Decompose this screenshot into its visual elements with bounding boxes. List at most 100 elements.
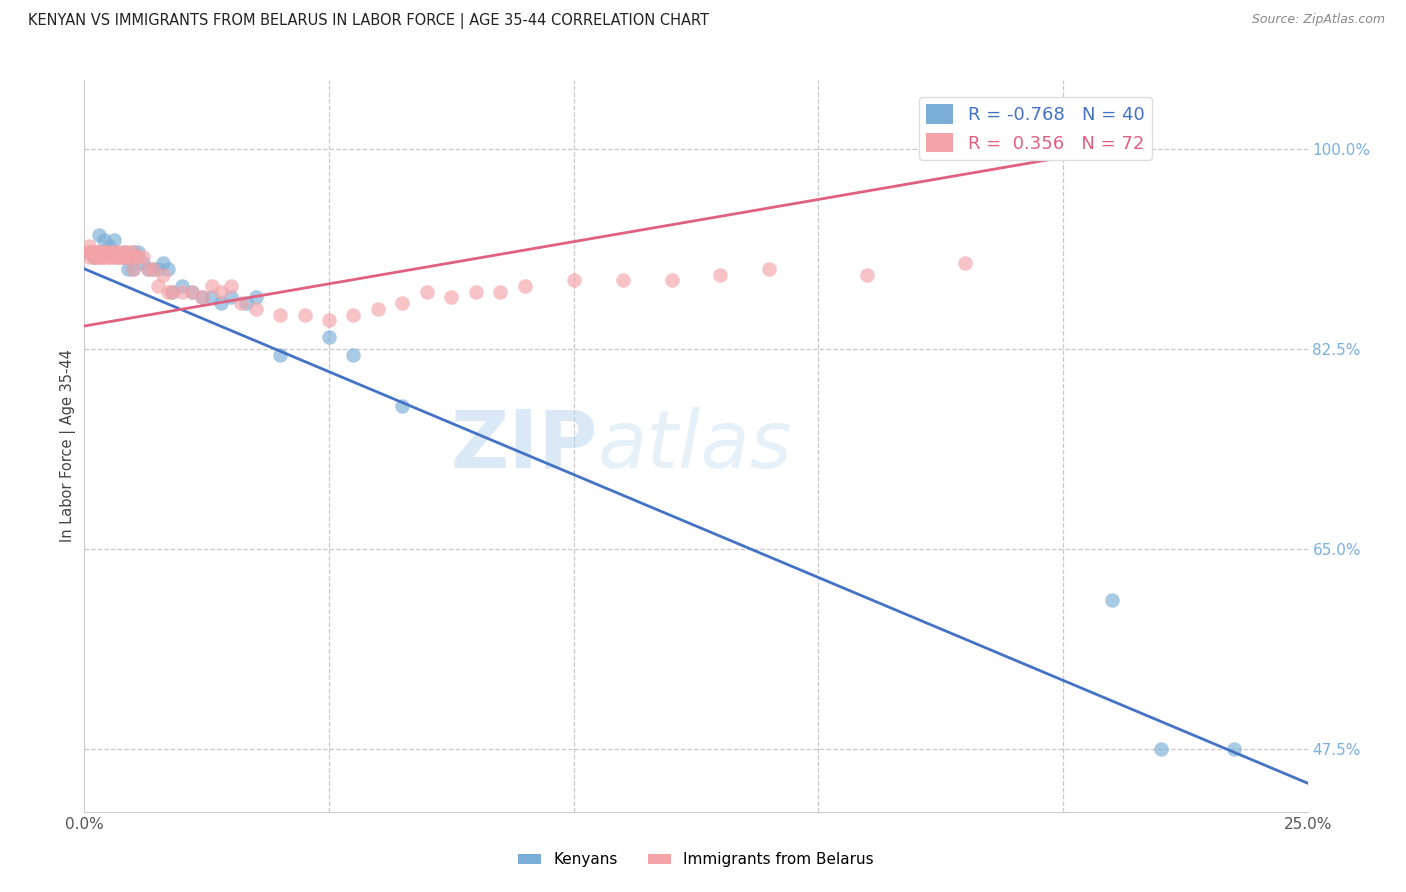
Point [146, 279, 169, 293]
Point [87, 244, 110, 259]
Point [122, 261, 145, 276]
Point [87, 227, 110, 242]
Point [245, 301, 267, 316]
Point [122, 261, 145, 276]
Point [191, 290, 214, 304]
Point [181, 285, 204, 299]
Point [112, 244, 135, 259]
Point [136, 261, 159, 276]
Point [77, 244, 100, 259]
Point [200, 290, 222, 304]
Point [93, 244, 115, 259]
Point [172, 285, 194, 299]
Point [87, 244, 110, 259]
Point [97, 239, 120, 253]
Point [758, 261, 780, 276]
Point [117, 251, 139, 265]
Point [77, 251, 100, 265]
Point [132, 256, 155, 270]
Point [294, 308, 316, 322]
Point [122, 244, 145, 259]
Point [83, 251, 105, 265]
Point [117, 251, 139, 265]
Point [318, 313, 340, 327]
Point [93, 244, 115, 259]
Point [107, 251, 129, 265]
Point [162, 285, 184, 299]
Point [77, 239, 100, 253]
Point [83, 244, 105, 259]
Point [93, 244, 115, 259]
Point [117, 261, 139, 276]
Point [152, 256, 174, 270]
Point [162, 285, 184, 299]
Point [245, 290, 267, 304]
Point [269, 308, 291, 322]
Point [200, 279, 222, 293]
Point [136, 261, 159, 276]
Point [93, 251, 115, 265]
Point [156, 261, 179, 276]
Point [107, 251, 129, 265]
Point [122, 244, 145, 259]
Point [156, 285, 179, 299]
Point [152, 268, 174, 282]
Point [132, 251, 155, 265]
Point [87, 244, 110, 259]
Point [142, 261, 165, 276]
Point [83, 244, 105, 259]
Point [127, 244, 149, 259]
Point [1150, 742, 1173, 756]
Point [661, 273, 683, 287]
Point [103, 244, 125, 259]
Point [107, 251, 129, 265]
Point [93, 233, 115, 247]
Legend: Kenyans, Immigrants from Belarus: Kenyans, Immigrants from Belarus [512, 847, 880, 873]
Point [112, 251, 135, 265]
Point [342, 348, 364, 362]
Point [103, 244, 125, 259]
Point [219, 279, 242, 293]
Y-axis label: In Labor Force | Age 35-44: In Labor Force | Age 35-44 [60, 350, 76, 542]
Point [391, 296, 413, 310]
Point [103, 244, 125, 259]
Point [112, 251, 135, 265]
Point [318, 330, 340, 344]
Point [440, 290, 463, 304]
Point [1101, 593, 1123, 607]
Point [83, 251, 105, 265]
Text: ZIP: ZIP [451, 407, 598, 485]
Point [112, 244, 135, 259]
Point [489, 285, 512, 299]
Point [1223, 742, 1246, 756]
Point [77, 244, 100, 259]
Point [191, 290, 214, 304]
Point [612, 273, 634, 287]
Point [83, 251, 105, 265]
Point [464, 285, 486, 299]
Point [342, 308, 364, 322]
Point [235, 296, 257, 310]
Point [856, 268, 879, 282]
Point [209, 285, 232, 299]
Point [97, 251, 120, 265]
Point [127, 251, 149, 265]
Point [103, 251, 125, 265]
Point [219, 290, 242, 304]
Point [513, 279, 536, 293]
Point [416, 285, 439, 299]
Point [93, 251, 115, 265]
Point [112, 251, 135, 265]
Point [172, 279, 194, 293]
Point [142, 261, 165, 276]
Point [83, 244, 105, 259]
Point [117, 244, 139, 259]
Point [87, 244, 110, 259]
Point [269, 348, 291, 362]
Text: atlas: atlas [598, 407, 793, 485]
Point [77, 244, 100, 259]
Point [87, 251, 110, 265]
Point [391, 399, 413, 413]
Point [87, 251, 110, 265]
Point [229, 296, 252, 310]
